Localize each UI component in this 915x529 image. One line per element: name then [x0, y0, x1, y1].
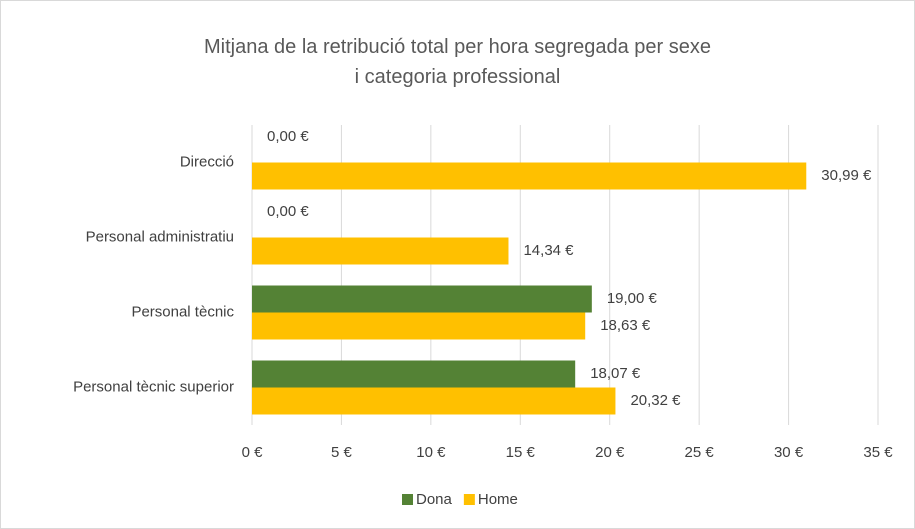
x-tick-label: 10 € [416, 444, 446, 461]
bar [252, 237, 509, 265]
data-label: 18,63 € [600, 317, 651, 334]
bar [252, 360, 576, 388]
bar [252, 312, 586, 340]
chart-title: Mitjana de la retribució total per hora … [204, 36, 711, 88]
y-tick-label: Personal tècnic [131, 303, 234, 320]
x-tick-label: 35 € [863, 444, 893, 461]
x-tick-label: 0 € [242, 444, 264, 461]
bar [252, 285, 592, 313]
x-tick-label: 30 € [774, 444, 804, 461]
bar [252, 387, 616, 415]
bar [252, 162, 807, 190]
data-label: 14,34 € [523, 242, 574, 259]
y-tick-label: Personal tècnic superior [73, 378, 234, 395]
x-tick-label: 25 € [685, 444, 715, 461]
data-label: 30,99 € [821, 167, 872, 184]
data-label: 20,32 € [630, 392, 681, 409]
data-label: 19,00 € [607, 290, 658, 307]
x-tick-label: 5 € [331, 444, 353, 461]
data-label: 18,07 € [590, 365, 641, 382]
x-tick-label: 15 € [506, 444, 536, 461]
legend-label: Home [478, 491, 518, 508]
legend-label: Dona [416, 491, 453, 508]
legend-swatch [463, 494, 475, 505]
data-label: 0,00 € [267, 128, 309, 145]
y-tick-label: Direcció [180, 153, 234, 170]
y-tick-label: Personal administratiu [86, 228, 234, 245]
legend-swatch [402, 494, 413, 505]
data-label: 0,00 € [267, 203, 309, 220]
x-tick-label: 20 € [595, 444, 625, 461]
